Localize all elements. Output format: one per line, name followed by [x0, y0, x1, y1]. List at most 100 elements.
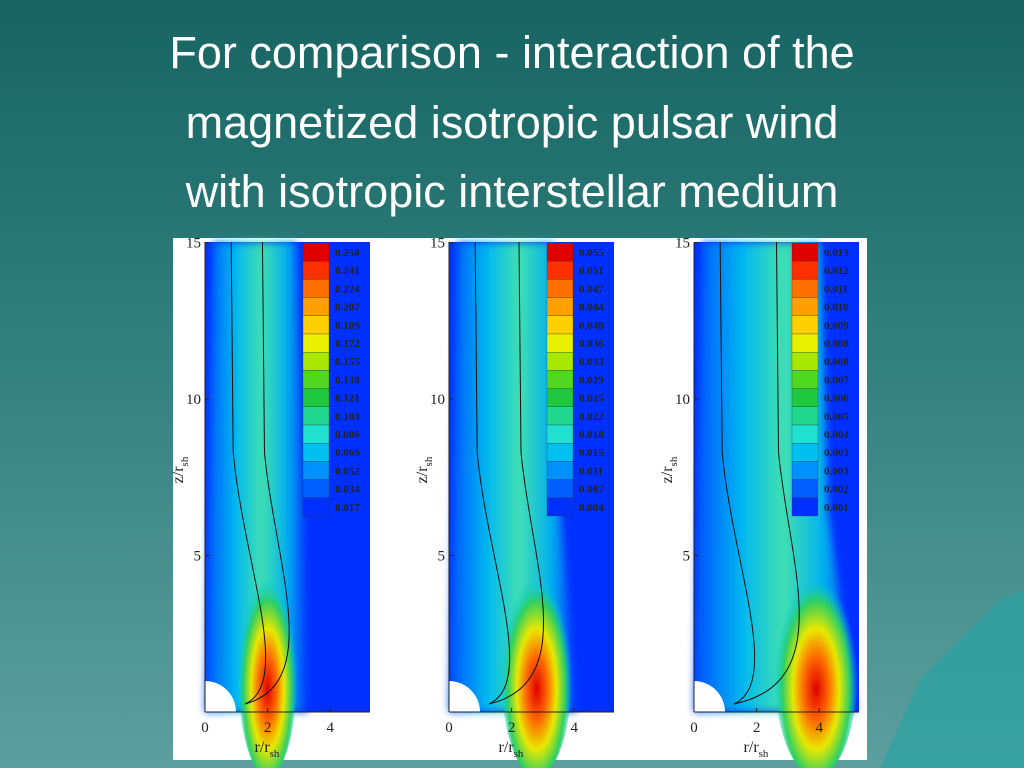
colorbar-cell [302, 242, 330, 262]
colorbar-label: 0.047 [579, 283, 604, 295]
title-line: magnetized isotropic pulsar wind [186, 97, 839, 148]
colorbar-cell [791, 352, 819, 371]
colorbar-label: 0.044 [579, 302, 604, 314]
x-label: r/rsh [744, 739, 769, 760]
colorbar-cell [302, 333, 330, 353]
colorbar-label: 0.258 [335, 247, 360, 259]
y-tick-label: 15 [675, 236, 690, 252]
x-tick-label: 2 [508, 720, 516, 736]
colorbar-label: 0.007 [579, 484, 604, 496]
colorbar-cell [546, 297, 574, 316]
colorbar-cell [791, 424, 819, 444]
colorbar-label: 0.011 [579, 465, 603, 477]
y-tick-label: 15 [430, 236, 445, 252]
y-tick-label: 5 [683, 549, 691, 565]
colorbar-cell [302, 370, 330, 389]
y-label-main: z/r [414, 466, 431, 484]
y-label: z/rsh [659, 456, 680, 483]
y-label: z/rsh [170, 456, 191, 483]
streamline [474, 241, 511, 705]
colorbar-label: 0.008 [824, 338, 849, 350]
x-label-sub: sh [759, 748, 769, 760]
colorbar-cell [302, 424, 330, 444]
plot-panel: 0.013 0.012 0.011 0.010 0.009 0.008 0.008 0.007… [659, 236, 859, 768]
plot-panel: 0.055 0.051 0.047 0.044 0.040 0.036 0.033 0.029… [414, 236, 614, 768]
colorbar-cell [546, 406, 574, 426]
colorbar-cell [546, 461, 574, 480]
x-tick-label: 4 [815, 720, 823, 736]
y-label-sub: sh [423, 456, 435, 466]
colorbar-cell [791, 333, 819, 353]
colorbar-label: 0.009 [824, 320, 849, 332]
colorbar-label: 0.008 [824, 356, 849, 368]
colorbar-cell [302, 443, 330, 462]
colorbar-cell [546, 370, 574, 389]
colorbar-cell [791, 279, 819, 298]
colorbar-label: 0.013 [824, 247, 849, 259]
colorbar-cell [791, 497, 819, 517]
colorbar-cell [791, 479, 819, 498]
colorbar-label: 0.033 [579, 356, 604, 368]
colorbar-label: 0.003 [824, 465, 849, 477]
colorbar-cell [302, 388, 330, 407]
colorbar-label: 0.011 [824, 283, 848, 295]
colorbar-label: 0.015 [579, 447, 604, 459]
y-label-sub: sh [179, 456, 191, 466]
colorbar-cell [546, 261, 574, 280]
colorbar-label: 0.052 [335, 465, 360, 477]
x-label-main: r/r [255, 739, 271, 756]
colorbar-label: 0.069 [335, 447, 360, 459]
colorbar-cell [791, 242, 819, 262]
colorbar-cell [302, 297, 330, 316]
field-hot [237, 557, 298, 768]
colorbar-label: 0.241 [335, 265, 360, 277]
colorbar-cell [302, 352, 330, 371]
colorbar-label: 0.172 [335, 338, 360, 350]
colorbar-label: 0.017 [335, 502, 360, 514]
x-tick-label: 4 [570, 720, 578, 736]
panels: 0.258 0.241 0.224 0.207 0.189 0.172 0.155 0.138… [170, 236, 859, 768]
x-tick-label: 0 [201, 720, 209, 736]
colorbar-label: 0.025 [579, 393, 604, 405]
colorbar-label: 0.005 [824, 411, 849, 423]
colorbar-cell [791, 443, 819, 462]
colorbar-label: 0.010 [824, 302, 849, 314]
plot-panel: 0.258 0.241 0.224 0.207 0.189 0.172 0.155 0.138… [170, 236, 370, 768]
colorbar-cell [546, 443, 574, 462]
y-tick-label: 10 [430, 392, 445, 408]
y-label-main: z/r [170, 466, 187, 484]
colorbar-label: 0.022 [579, 411, 604, 423]
colorbar-cell [791, 370, 819, 389]
streamline [719, 241, 756, 705]
colorbar-label: 0.051 [579, 265, 604, 277]
colorbar-label: 0.003 [824, 447, 849, 459]
colorbar-label: 0.103 [335, 411, 360, 423]
x-label-main: r/r [499, 739, 515, 756]
y-label-sub: sh [668, 456, 680, 466]
colorbar-cell [546, 388, 574, 407]
colorbar-label: 0.036 [579, 338, 604, 350]
streamline [733, 241, 800, 705]
colorbar-cell [791, 315, 819, 335]
colorbar-cell [546, 279, 574, 298]
colorbar-cell [302, 461, 330, 480]
colorbar-cell [302, 406, 330, 426]
y-tick-label: 5 [438, 549, 446, 565]
colorbar-cell [546, 315, 574, 335]
colorbar-cell [302, 315, 330, 335]
colorbar-label: 0.029 [579, 374, 604, 386]
colorbar-label: 0.004 [824, 429, 849, 441]
title-line: For comparison - interaction of the [169, 27, 854, 78]
field-hot [774, 557, 859, 768]
colorbar-cell [546, 242, 574, 262]
colorbar-cell [791, 261, 819, 280]
x-tick-label: 2 [753, 720, 761, 736]
colorbar-label: 0.004 [579, 502, 604, 514]
colorbar-label: 0.055 [579, 247, 604, 259]
x-label-main: r/r [744, 739, 760, 756]
streamline [244, 241, 290, 705]
colorbar-label: 0.207 [335, 302, 360, 314]
y-label: z/rsh [414, 456, 435, 483]
decor [880, 590, 1024, 768]
